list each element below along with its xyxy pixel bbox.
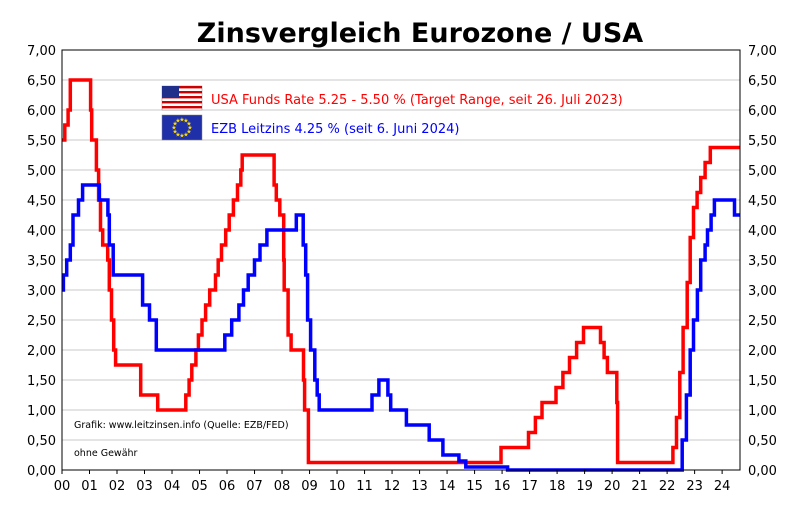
y-tick-label-right: 3,00 <box>748 284 777 299</box>
plot-frame <box>61 49 741 471</box>
series-layer <box>61 78 740 472</box>
x-tick-label: 19 <box>576 479 593 494</box>
x-tick-label: 11 <box>356 479 373 494</box>
legend-label-usa: USA Funds Rate 5.25 - 5.50 % (Target Ran… <box>211 93 623 108</box>
x-tick-label: 00 <box>54 479 71 494</box>
eu-star-icon: ★ <box>186 129 191 136</box>
x-tick-label: 07 <box>246 479 263 494</box>
y-tick-label-left: 0,00 <box>27 464 56 479</box>
eu-star-icon: ★ <box>175 118 180 125</box>
y-tick-label-left: 4,00 <box>27 224 56 239</box>
x-tick-label: 08 <box>274 479 291 494</box>
y-tick-label-left: 5,50 <box>27 134 56 149</box>
x-tick-label: 24 <box>714 479 731 494</box>
chart-title: Zinsvergleich Eurozone / USA <box>197 18 643 49</box>
y-tick-label-right: 5,50 <box>748 134 777 149</box>
grid <box>62 49 740 471</box>
eu-star-icon: ★ <box>183 131 188 138</box>
legend-label-ezb: EZB Leitzins 4.25 % (seit 6. Juni 2024) <box>211 122 459 137</box>
x-tick-label: 21 <box>631 479 648 494</box>
x-tick-label: 17 <box>521 479 538 494</box>
x-tick-label: 15 <box>466 479 483 494</box>
eu-star-icon: ★ <box>187 125 192 132</box>
x-tick-label: 10 <box>329 479 346 494</box>
usa-flag-icon <box>161 85 203 111</box>
legend-item-usa: USA Funds Rate 5.25 - 5.50 % (Target Ran… <box>161 85 623 111</box>
eu-star-icon: ★ <box>172 121 177 128</box>
y-tick-label-right: 6,00 <box>748 104 777 119</box>
x-tick-label: 09 <box>301 479 318 494</box>
y-tick-label-left: 1,00 <box>27 404 56 419</box>
eu-star-icon: ★ <box>171 125 176 132</box>
y-tick-label-left: 6,50 <box>27 74 56 89</box>
y-tick-label-right: 1,00 <box>748 404 777 419</box>
eu-star-icon: ★ <box>186 121 191 128</box>
x-tick-label: 04 <box>164 479 181 494</box>
eu-stars: ★★★★★★★★★★★★ <box>171 117 192 140</box>
eu-star-icon: ★ <box>179 117 184 124</box>
y-tick-label-right: 2,00 <box>748 344 777 359</box>
series-line-usa <box>62 78 740 465</box>
x-tick-label: 05 <box>191 479 208 494</box>
y-tick-label-right: 0,00 <box>748 464 777 479</box>
legend: USA Funds Rate 5.25 - 5.50 % (Target Ran… <box>161 85 623 141</box>
eu-flag-icon: ★★★★★★★★★★★★ <box>161 114 203 141</box>
eu-star-icon: ★ <box>179 133 184 140</box>
x-tick-label: 02 <box>109 479 126 494</box>
y-tick-label-left: 5,00 <box>27 164 56 179</box>
y-tick-label-right: 5,00 <box>748 164 777 179</box>
x-tick-label: 23 <box>686 479 703 494</box>
y-tick-label-right: 4,00 <box>748 224 777 239</box>
x-tick-label: 03 <box>136 479 153 494</box>
y-tick-label-left: 1,50 <box>27 374 56 389</box>
y-tick-label-right: 6,50 <box>748 74 777 89</box>
y-tick-label-left: 2,00 <box>27 344 56 359</box>
y-tick-label-right: 3,50 <box>748 254 777 269</box>
y-tick-label-left: 6,00 <box>27 104 56 119</box>
x-tick-label: 13 <box>411 479 428 494</box>
legend-item-ezb: ★★★★★★★★★★★★ EZB Leitzins 4.25 % (seit 6… <box>161 114 459 141</box>
y-tick-label-right: 4,50 <box>748 194 777 209</box>
eu-star-icon: ★ <box>175 131 180 138</box>
x-tick-label: 20 <box>604 479 621 494</box>
y-tick-label-left: 7,00 <box>27 44 56 59</box>
y-tick-label-right: 1,50 <box>748 374 777 389</box>
y-tick-label-left: 3,00 <box>27 284 56 299</box>
x-tick-label: 01 <box>81 479 98 494</box>
x-tick-label: 12 <box>384 479 401 494</box>
y-tick-label-right: 7,00 <box>748 44 777 59</box>
x-tick-label: 16 <box>494 479 511 494</box>
eu-star-icon: ★ <box>172 129 177 136</box>
disclaimer-note: ohne Gewähr <box>74 448 138 459</box>
x-tick-label: 14 <box>439 479 456 494</box>
x-tick-label: 06 <box>219 479 236 494</box>
y-tick-label-right: 2,50 <box>748 314 777 329</box>
x-tick-label: 22 <box>659 479 676 494</box>
tick-labels: 0,00 0,00 0,50 0,50 1,00 1,00 1,50 1,50 2,00 2,00… <box>27 44 777 494</box>
y-tick-label-left: 3,50 <box>27 254 56 269</box>
source-note: Grafik: www.leitzinsen.info (Quelle: EZB… <box>74 420 289 431</box>
x-tick-label: 18 <box>549 479 566 494</box>
y-tick-label-left: 0,50 <box>27 434 56 449</box>
y-tick-label-right: 0,50 <box>748 434 777 449</box>
y-tick-label-left: 2,50 <box>27 314 56 329</box>
eu-star-icon: ★ <box>183 118 188 125</box>
series-line-ezb <box>61 183 740 472</box>
y-tick-label-left: 4,50 <box>27 194 56 209</box>
